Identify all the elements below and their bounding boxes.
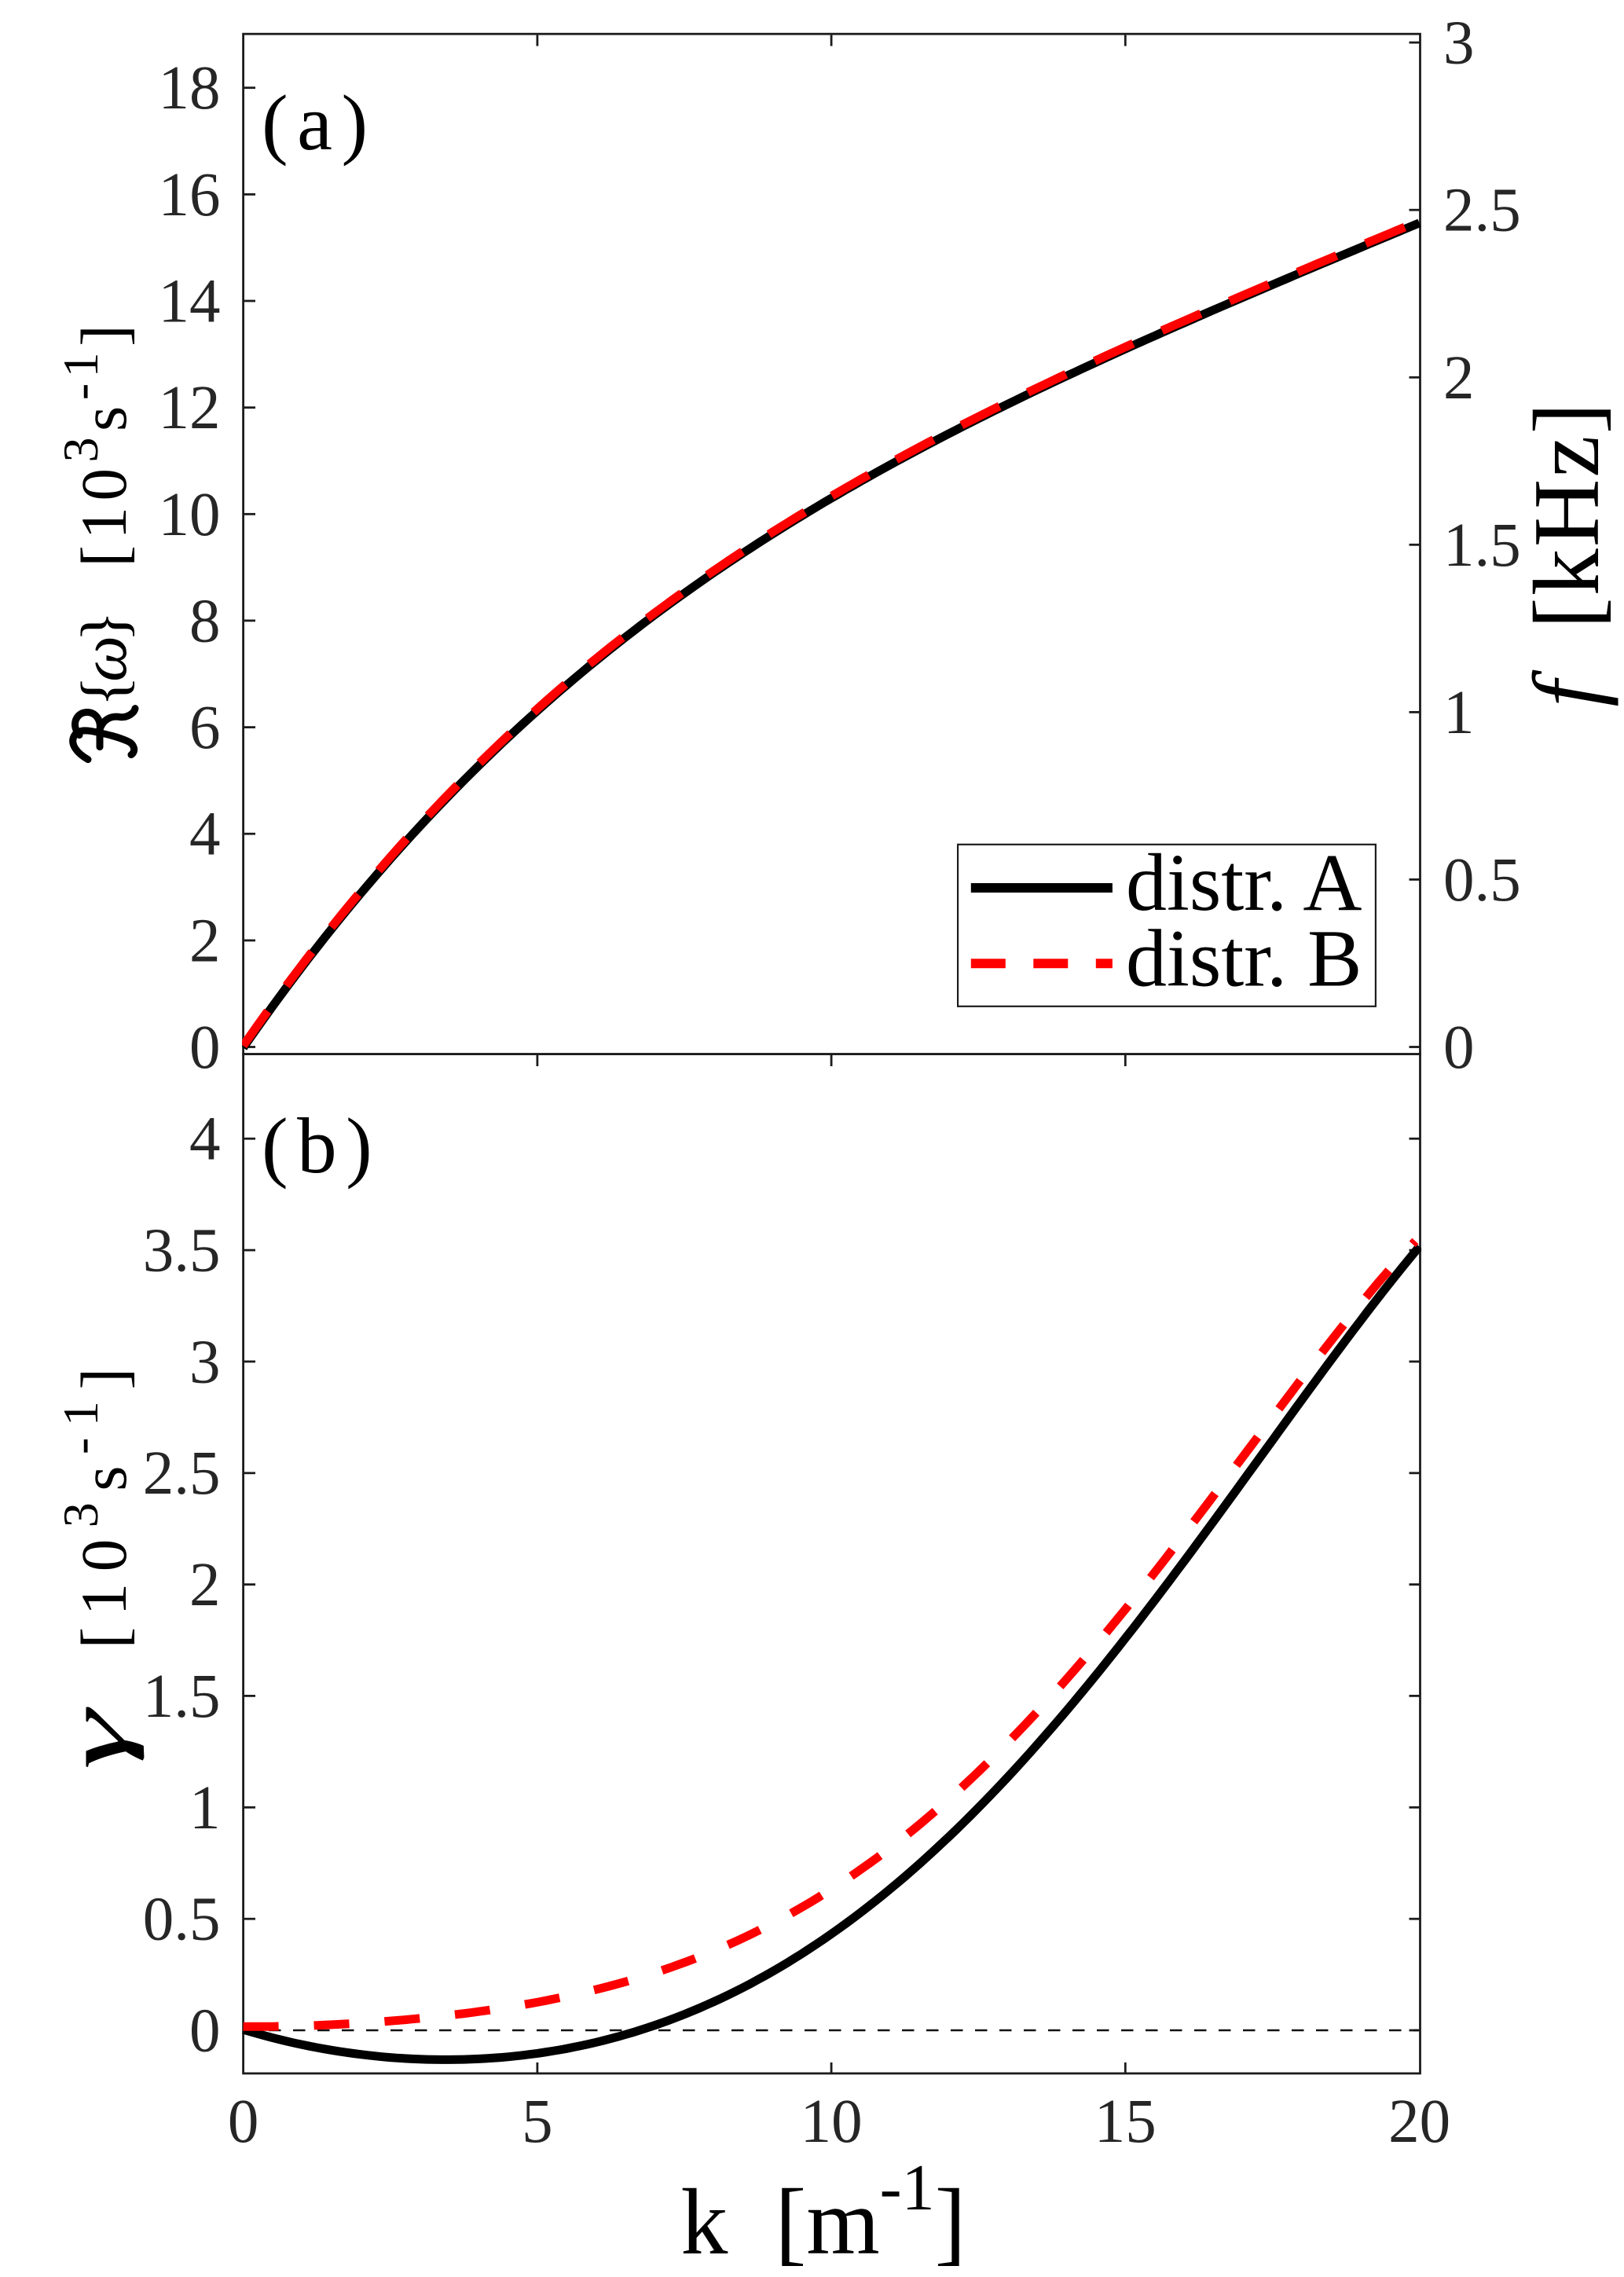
svg-text:16: 16: [159, 161, 221, 229]
svg-text:10: 10: [801, 2088, 863, 2156]
svg-text:2: 2: [189, 1551, 221, 1619]
svg-text:2.5: 2.5: [1443, 177, 1521, 245]
svg-text:γ: γ: [49, 1706, 145, 1769]
svg-text:5: 5: [522, 2088, 553, 2156]
svg-text:1: 1: [189, 1774, 221, 1842]
svg-text:12: 12: [159, 374, 221, 442]
svg-text:0: 0: [228, 2088, 259, 2156]
svg-text:f [kHz]: f [kHz]: [1514, 401, 1619, 706]
svg-text:0: 0: [189, 1014, 221, 1082]
svg-text:0.5: 0.5: [143, 1886, 221, 1954]
svg-text:14: 14: [159, 268, 221, 336]
svg-text:6: 6: [189, 694, 221, 762]
svg-text:4: 4: [189, 801, 221, 869]
svg-text:(b): (b): [262, 1102, 381, 1190]
svg-text:3: 3: [1443, 9, 1475, 78]
svg-text:1.5: 1.5: [143, 1663, 221, 1731]
svg-text:3.5: 3.5: [143, 1217, 221, 1285]
svg-text:0: 0: [189, 1997, 221, 2066]
svg-text:0.5: 0.5: [1443, 846, 1521, 915]
svg-text:distr. A: distr. A: [1126, 838, 1362, 928]
svg-text:10: 10: [159, 481, 221, 549]
svg-text:0: 0: [1443, 1014, 1475, 1082]
svg-text:15: 15: [1094, 2088, 1157, 2156]
svg-text:2.5: 2.5: [143, 1439, 221, 1508]
svg-text:{ω}: {ω}: [68, 616, 140, 706]
svg-text:(a): (a): [262, 79, 377, 167]
svg-text:1.5: 1.5: [1443, 512, 1521, 580]
svg-text:8: 8: [189, 587, 221, 655]
svg-text:4: 4: [189, 1106, 221, 1174]
svg-text:18: 18: [159, 54, 221, 123]
svg-text:2: 2: [1443, 344, 1475, 412]
svg-text:20: 20: [1388, 2088, 1450, 2156]
svg-text:2: 2: [189, 907, 221, 975]
svg-text:3: 3: [189, 1328, 221, 1396]
svg-text:distr. B: distr. B: [1126, 914, 1362, 1004]
svg-text:1: 1: [1443, 679, 1475, 747]
